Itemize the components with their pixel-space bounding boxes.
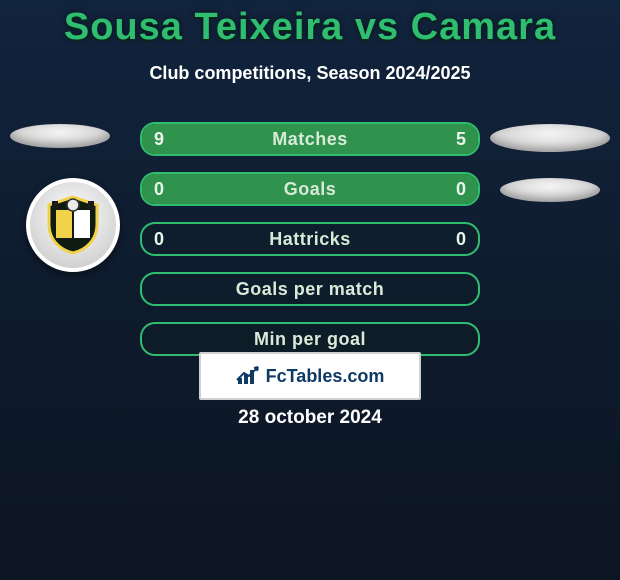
club-logo-placeholder-left	[10, 124, 110, 148]
stat-label: Matches	[142, 124, 478, 154]
stat-label: Goals per match	[142, 274, 478, 304]
club-badge-left	[26, 178, 120, 272]
stat-row: Goals0 0	[140, 172, 480, 206]
stat-value-right: 0	[456, 174, 466, 204]
club-logo-placeholder-right2	[500, 178, 600, 202]
shield-icon	[42, 194, 104, 256]
stat-row: Min per goal	[140, 322, 480, 356]
headline: Sousa Teixeira vs Camara	[0, 0, 620, 49]
subheadline: Club competitions, Season 2024/2025	[0, 63, 620, 84]
club-logo-placeholder-right	[490, 124, 610, 152]
stat-value-left: 9	[154, 124, 164, 154]
footer-date: 28 october 2024	[0, 407, 620, 429]
stat-row: Hattricks0 0	[140, 222, 480, 256]
stat-value-left: 0	[154, 174, 164, 204]
stats-table: Matches95Goals00Hattricks00Goals per mat…	[140, 122, 480, 372]
stat-label: Hattricks	[142, 224, 478, 254]
brand-box[interactable]: FcTables.com	[199, 352, 421, 400]
comparison-card: Sousa Teixeira vs Camara Club competitio…	[0, 0, 620, 580]
stat-value-right: 0	[456, 224, 466, 254]
stat-row: Goals per match	[140, 272, 480, 306]
stat-row: Matches9 5	[140, 122, 480, 156]
stat-value-right: 5	[456, 124, 466, 154]
brand-text: FcTables.com	[266, 366, 385, 387]
stat-label: Min per goal	[142, 324, 478, 354]
stat-value-left: 0	[154, 224, 164, 254]
stat-label: Goals	[142, 174, 478, 204]
bar-chart-icon	[236, 366, 260, 386]
